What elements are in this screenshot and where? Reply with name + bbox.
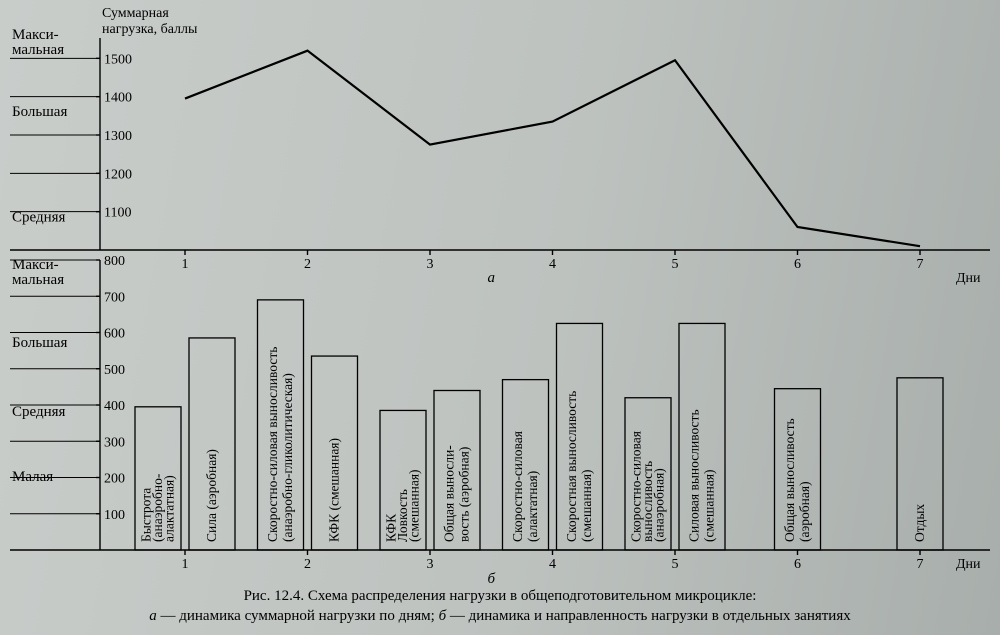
top-xtick-1: 1 (182, 257, 189, 272)
top-qual-1-l1: Большая (12, 104, 67, 120)
bar-4-label-2: (смешанная) (407, 469, 422, 542)
bar-3-label-0: КФК (смешанная) (327, 438, 342, 542)
bot-xtick-6: 6 (794, 557, 801, 572)
bar-5-label-1: вость (аэробная) (457, 447, 472, 542)
bot-ytick-100: 100 (104, 508, 125, 523)
top-qual-2-l1: Средняя (12, 209, 66, 225)
top-xtick-2: 2 (304, 257, 311, 272)
caption-line2: а — динамика суммарной нагрузки по дням;… (149, 608, 851, 624)
bot-xtick-2: 2 (304, 557, 311, 572)
bot-ytick-600: 600 (104, 327, 125, 342)
bar-2-label-1: (анаэробно-гликолитическая) (280, 373, 295, 542)
top-ytick-1300: 1300 (104, 129, 132, 144)
bot-ytick-700: 700 (104, 290, 125, 305)
bot-ytick-200: 200 (104, 472, 125, 487)
bar-2-label-0: Скоростно-силовая выносливость (265, 347, 280, 542)
bot-xtick-7: 7 (917, 557, 924, 572)
top-ytick-1400: 1400 (104, 91, 132, 106)
bar-1-label-0: Сила (аэробная) (204, 449, 219, 542)
top-xtick-6: 6 (794, 257, 801, 272)
top-xtick-4: 4 (549, 257, 556, 272)
bot-qual-1-l1: Большая (12, 335, 67, 351)
bar-10-label-0: Общая выносливость (782, 418, 797, 542)
top-ytick-1200: 1200 (104, 167, 132, 182)
bot-ytick-300: 300 (104, 435, 125, 450)
bar-6-label-1: (алактатная) (525, 471, 540, 542)
bot-xtick-1: 1 (182, 557, 189, 572)
bot-xlabel: Дни (956, 557, 981, 572)
top-ytick-1500: 1500 (104, 52, 132, 67)
top-qual-0-l1: Макси- (12, 27, 59, 43)
bar-0-label-2: алактатная) (162, 475, 177, 542)
bar-5-label-0: Общая выносли- (441, 445, 456, 542)
bar-6-label-0: Скоростно-силовая (510, 431, 525, 542)
caption-line1: Рис. 12.4. Схема распределения нагрузки … (244, 588, 757, 604)
top-ylabel-line2: нагрузка, баллы (102, 22, 198, 37)
bar-7-label-0: Скоростная выносливость (564, 391, 579, 542)
bot-ytick-800: 800 (104, 254, 125, 269)
top-load-line (185, 51, 920, 247)
top-xlabel: Дни (956, 271, 981, 286)
bot-qual-3-l1: Малая (12, 469, 53, 485)
bar-11-label-0: Отдых (912, 504, 927, 542)
bar-7-label-1: (смешанная) (579, 469, 594, 542)
bar-10-label-1: (аэробная) (797, 481, 812, 542)
bot-qual-2-l1: Средняя (12, 404, 66, 420)
top-qual-0-l2: мальная (12, 42, 64, 58)
bot-ytick-400: 400 (104, 399, 125, 414)
top-xtick-3: 3 (427, 257, 434, 272)
bar-8-label-2: (анаэробная) (652, 468, 667, 542)
top-ytick-1100: 1100 (104, 206, 131, 221)
bot-ytick-500: 500 (104, 363, 125, 378)
bot-xtick-3: 3 (427, 557, 434, 572)
figure-12-4: Суммарнаянагрузка, баллы1100120013001400… (0, 0, 1000, 635)
bot-qual-0-l2: мальная (12, 272, 64, 288)
bot-xtick-4: 4 (549, 557, 556, 572)
bot-sublabel: б (487, 571, 495, 587)
top-xtick-7: 7 (917, 257, 924, 272)
bot-qual-0-l1: Макси- (12, 257, 59, 273)
top-xtick-5: 5 (672, 257, 679, 272)
top-sublabel: а (488, 270, 496, 286)
bot-xtick-5: 5 (672, 557, 679, 572)
bar-9-label-0: Силовая выносливость (686, 409, 701, 542)
bar-9-label-1: (смешанная) (702, 469, 717, 542)
top-ylabel-line1: Суммарная (102, 6, 169, 21)
